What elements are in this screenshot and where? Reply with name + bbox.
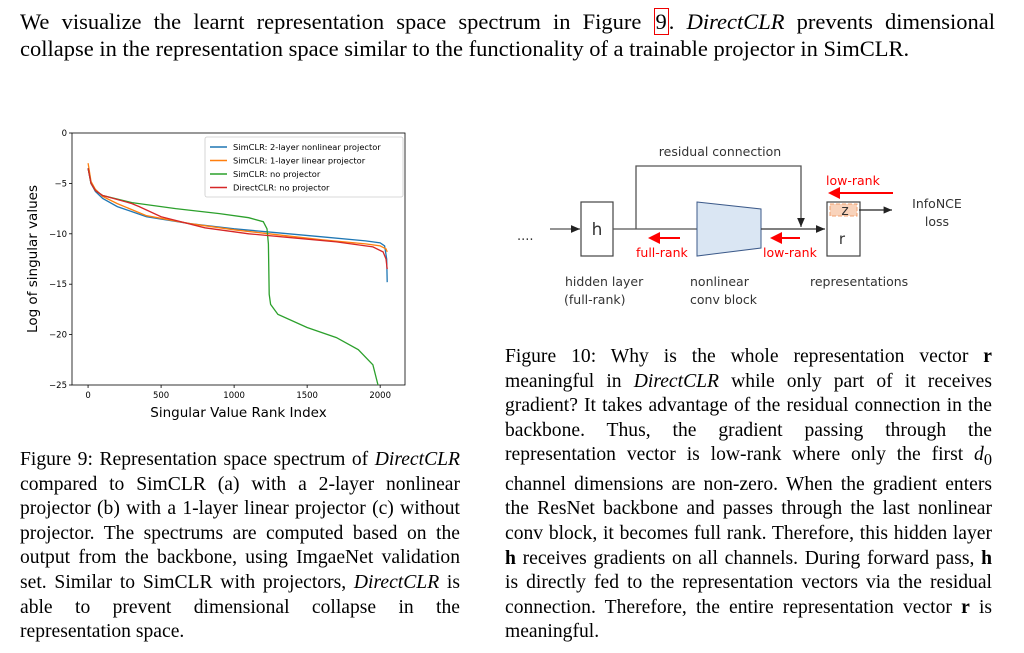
caption-method-name: DirectCLR xyxy=(374,449,460,470)
intro-text: We visualize the learnt representation s… xyxy=(20,9,654,34)
z-region xyxy=(829,203,858,217)
caption-method-name: DirectCLR xyxy=(633,370,719,392)
x-tick-label: 0 xyxy=(85,391,90,401)
series-line-0 xyxy=(87,168,388,283)
y-tick-label: −15 xyxy=(49,280,67,290)
symbol-d0: d xyxy=(974,444,984,466)
figure-9-chart: 0 500 1000 1500 2000 0 −5 −10 −15 −20 −25 Singular … xyxy=(25,129,406,421)
hidden-layer-box xyxy=(580,201,614,257)
intro-paragraph: We visualize the learnt representation s… xyxy=(20,8,995,62)
caption-text: channel dimensions are non-zero. When th… xyxy=(505,473,992,545)
caption-text: Figure 10: Why is the whole representati… xyxy=(505,346,984,367)
y-tick-label: −10 xyxy=(49,230,67,240)
legend-label-1: SimCLR: 1-layer linear projector xyxy=(233,156,366,166)
x-axis-label: Singular Value Rank Index xyxy=(150,405,326,421)
caption-text: meaningful in xyxy=(505,370,634,392)
x-tick-label: 1500 xyxy=(296,391,318,401)
vector-r: r xyxy=(961,596,970,618)
caption-text: Figure 9: Representation space spectrum … xyxy=(20,449,375,470)
h-label: h xyxy=(592,220,603,240)
representations-label: representations xyxy=(810,274,908,289)
intro-method-name: DirectCLR xyxy=(686,9,785,34)
caption-text: is meaningful. xyxy=(505,596,993,643)
y-tick-label: −20 xyxy=(49,331,67,341)
x-tick-label: 500 xyxy=(153,391,169,401)
y-tick-label: −25 xyxy=(49,381,67,391)
intro-text: . xyxy=(668,9,687,34)
caption-text: is able to prevent dimensional collapse … xyxy=(20,571,460,643)
caption-method-name: DirectCLR xyxy=(353,571,440,593)
hidden-layer-sublabel: (full-rank) xyxy=(564,292,626,307)
nonlinear-conv-block xyxy=(696,201,762,257)
caption-text: while only part of it receives gradient?… xyxy=(505,370,992,466)
vector-r: r xyxy=(983,346,992,367)
figure-9-link[interactable]: 9 xyxy=(653,8,669,35)
caption-text: is directly fed to the representation ve… xyxy=(505,572,992,618)
figure-10-diagram: .... h residual connection z r InfoNCE l… xyxy=(517,144,962,307)
figure-10-caption: Figure 10: Why is the whole representati… xyxy=(505,345,992,645)
residual-connection-label: residual connection xyxy=(659,144,781,159)
symbol-d0-subscript: 0 xyxy=(983,450,992,470)
low-rank-mid-label: low-rank xyxy=(763,245,818,260)
series-line-3 xyxy=(87,168,388,270)
low-rank-top-label: low-rank xyxy=(826,173,881,188)
vector-h: h xyxy=(505,547,516,569)
loss-label: loss xyxy=(925,214,949,229)
caption-text: compared to SimCLR (a) with a 2-layer no… xyxy=(20,473,460,593)
conv-block-label: conv block xyxy=(690,292,758,307)
x-tick-label: 1000 xyxy=(223,391,245,401)
legend-label-0: SimCLR: 2-layer nonlinear projector xyxy=(233,142,381,152)
vector-h: h xyxy=(981,547,992,569)
x-tick-label: 2000 xyxy=(369,391,391,401)
legend-label-2: SimCLR: no projector xyxy=(233,169,321,179)
residual-connection-path xyxy=(635,165,805,229)
infonce-label: InfoNCE xyxy=(912,196,962,211)
intro-text: prevents dimensional collapse in the rep… xyxy=(20,9,995,61)
full-rank-label: full-rank xyxy=(636,245,689,260)
y-tick-label: 0 xyxy=(62,129,67,139)
r-label: r xyxy=(839,230,846,248)
legend-label-3: DirectCLR: no projector xyxy=(233,183,330,193)
hidden-layer-label: hidden layer xyxy=(565,274,644,289)
ellipsis: .... xyxy=(517,229,534,244)
caption-text: receives gradients on all channels. Duri… xyxy=(515,547,982,569)
nonlinear-label: nonlinear xyxy=(690,274,750,289)
figure-9-caption: Figure 9: Representation space spectrum … xyxy=(20,448,460,645)
z-label: z xyxy=(841,203,848,219)
y-tick-label: −5 xyxy=(54,179,67,189)
legend-box xyxy=(204,136,404,198)
y-axis-label: Log of singular values xyxy=(25,185,41,333)
